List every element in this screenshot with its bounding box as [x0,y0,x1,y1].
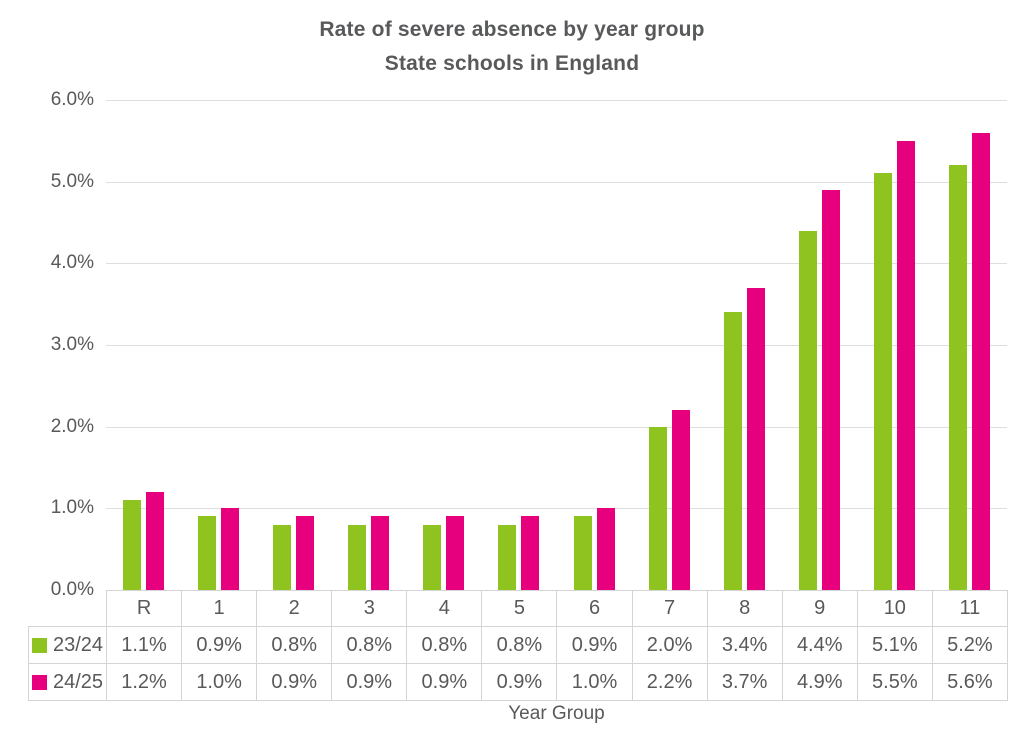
bar-2324-7 [648,427,667,590]
gridline [106,181,1007,183]
y-axis-tick-label: 1.0% [50,497,94,519]
bar-2324-5 [498,525,517,590]
y-axis-tick-label: 5.0% [50,170,94,192]
y-axis-tick-label: 4.0% [50,252,94,274]
value-cell-2425-10: 5.5% [856,663,933,701]
y-axis-tick-label: 2.0% [50,415,94,437]
bar-2425-7 [671,410,690,590]
table-header-cell: 6 [556,590,633,627]
table-header-cell: 8 [706,590,783,627]
bar-2324-9 [798,231,817,590]
bar-2425-3 [371,516,390,590]
bar-2324-6 [573,516,592,590]
bar-2425-10 [896,141,915,590]
value-cell-2324-7: 2.0% [631,626,708,664]
value-cell-2425-6: 1.0% [556,663,633,701]
table-header-cell: 4 [406,590,483,627]
bar-2425-5 [521,516,540,590]
gridline [106,263,1007,265]
x-axis-title: Year Group [508,703,605,724]
chart-title: Rate of severe absence by year group [319,18,705,41]
legend-label-2324: 23/24 [52,633,104,656]
value-cell-2324-11: 5.2% [931,626,1008,664]
bar-2324-4 [423,525,442,590]
value-cell-2425-3: 0.9% [331,663,408,701]
legend-swatch-2324 [31,637,47,653]
table-header-cell: 2 [256,590,333,627]
y-axis-tick-label: 0.0% [50,579,94,600]
value-cell-2324-9: 4.4% [781,626,858,664]
gridline [106,345,1007,346]
bar-2425-8 [746,288,765,590]
legend-cell-2324: 23/24 [28,626,107,664]
legend-label-2425: 24/25 [52,670,104,693]
bar-2324-11 [948,165,967,590]
value-cell-2324-6: 0.9% [556,626,633,664]
bar-2425-r [146,492,165,590]
value-cell-2425-5: 0.9% [481,663,558,701]
data-table: R 1 2 3 4 5 6 7 8 9 10 11 23/24 1.1% 0.9% 0.8% 0.8% 0.8% 0… [28,590,1008,701]
value-cell-2425-1: 1.0% [181,663,258,701]
value-cell-2425-7: 2.2% [631,663,708,701]
value-cell-2324-2: 0.8% [256,626,333,664]
value-cell-2425-r: 1.2% [105,663,183,701]
value-cell-2324-3: 0.8% [331,626,408,664]
legend-swatch-2425 [31,674,47,690]
table-header-cell: 11 [931,590,1008,627]
bar-2324-2 [273,525,292,590]
bar-2324-10 [873,173,892,590]
value-cell-2425-11: 5.6% [931,663,1008,701]
table-header-cell: 5 [481,590,558,627]
legend-cell-2425: 24/25 [28,663,107,701]
plot-area [106,100,1007,590]
bar-2425-1 [221,508,240,590]
bar-2425-6 [596,508,615,590]
gridline [106,508,1007,510]
chart-title-block: Rate of severe absence by year group Sta… [0,13,1024,81]
table-header-cell: 3 [331,590,408,627]
table-header-cell: 10 [856,590,933,627]
bar-2425-4 [446,516,465,590]
value-cell-2324-1: 0.9% [181,626,258,664]
value-cell-2425-2: 0.9% [256,663,333,701]
bar-2425-9 [821,190,840,590]
table-header-cell: R [105,590,183,627]
bar-2324-1 [198,516,217,590]
value-cell-2324-10: 5.1% [856,626,933,664]
bar-2425-2 [296,516,315,590]
value-cell-2425-4: 0.9% [406,663,483,701]
table-header-cell: 7 [631,590,708,627]
value-cell-2324-5: 0.8% [481,626,558,664]
bar-2324-r [123,500,142,590]
table-header-cell: 1 [181,590,258,627]
value-cell-2324-8: 3.4% [706,626,783,664]
y-axis-tick-label: 3.0% [50,334,94,355]
value-cell-2425-8: 3.7% [706,663,783,701]
value-cell-2425-9: 4.9% [781,663,858,701]
bar-2324-8 [723,312,742,590]
table-header-cell: 9 [781,590,858,627]
chart-subtitle: State schools in England [384,52,640,75]
table-row-2425: 24/25 1.2% 1.0% 0.9% 0.9% 0.9% 0.9% 1.0% 2.2% 3.7… [28,663,1008,701]
bar-2425-11 [971,133,990,590]
table-header-row: R 1 2 3 4 5 6 7 8 9 10 11 [29,590,1008,627]
table-corner-cell [29,591,107,627]
table-row-2324: 23/24 1.1% 0.9% 0.8% 0.8% 0.8% 0.8% 0.9% 2.0% 3.4… [28,626,1008,664]
y-axis-tick-label: 6.0% [50,89,94,110]
value-cell-2324-4: 0.8% [406,626,483,664]
bar-2324-3 [348,525,367,590]
gridline [106,100,1007,101]
value-cell-2324-r: 1.1% [105,626,183,664]
gridline [106,426,1007,428]
